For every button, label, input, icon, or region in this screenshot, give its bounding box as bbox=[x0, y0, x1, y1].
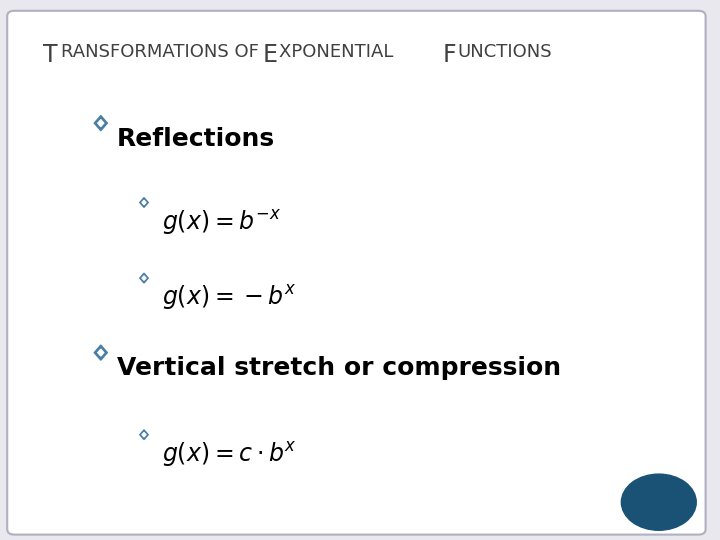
Text: F: F bbox=[443, 43, 456, 67]
Text: RANSFORMATIONS OF: RANSFORMATIONS OF bbox=[61, 43, 265, 61]
Polygon shape bbox=[98, 349, 104, 356]
Text: $g(x) = -b^{x}$: $g(x) = -b^{x}$ bbox=[162, 284, 296, 313]
Text: Reflections: Reflections bbox=[117, 127, 275, 151]
Text: E: E bbox=[263, 43, 278, 67]
Polygon shape bbox=[94, 345, 107, 360]
Circle shape bbox=[621, 474, 696, 530]
Text: Vertical stretch or compression: Vertical stretch or compression bbox=[117, 356, 561, 380]
FancyBboxPatch shape bbox=[7, 11, 706, 535]
Polygon shape bbox=[140, 273, 148, 283]
Text: $g(x) = c \cdot b^{x}$: $g(x) = c \cdot b^{x}$ bbox=[162, 440, 297, 469]
Polygon shape bbox=[140, 430, 148, 440]
Polygon shape bbox=[94, 116, 107, 131]
Text: UNCTIONS: UNCTIONS bbox=[457, 43, 552, 61]
Text: $g(x) = b^{-x}$: $g(x) = b^{-x}$ bbox=[162, 208, 281, 237]
Text: XPONENTIAL: XPONENTIAL bbox=[279, 43, 405, 61]
Polygon shape bbox=[142, 433, 146, 437]
Polygon shape bbox=[142, 200, 146, 205]
Polygon shape bbox=[140, 198, 148, 207]
Text: T: T bbox=[43, 43, 58, 67]
Polygon shape bbox=[98, 120, 104, 126]
Polygon shape bbox=[142, 276, 146, 280]
